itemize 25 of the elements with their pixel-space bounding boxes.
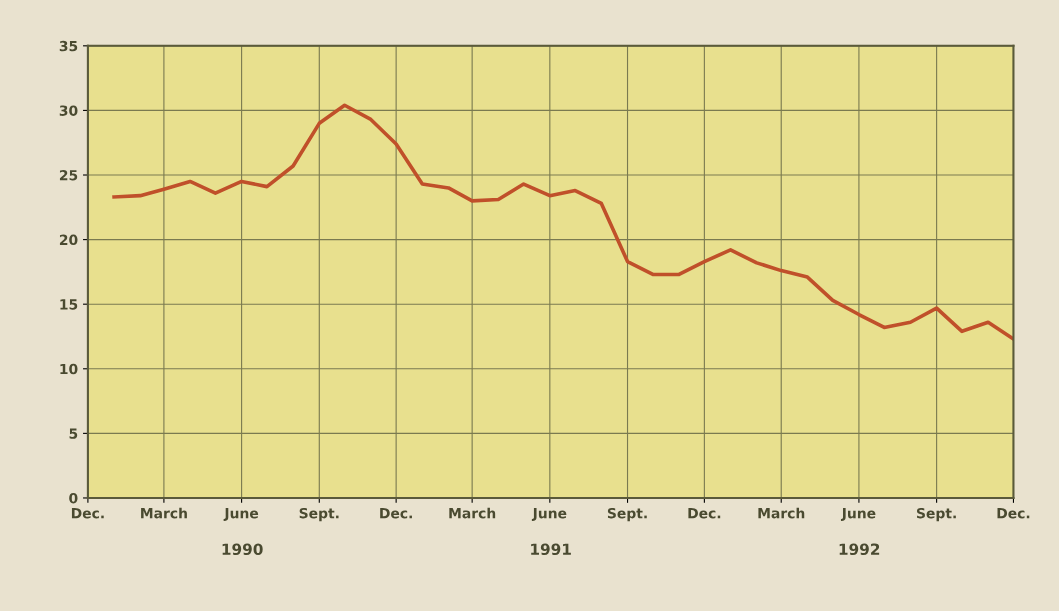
text: 1991	[531, 543, 571, 555]
text: 1992	[839, 543, 880, 555]
x-tick-label: June	[840, 508, 876, 522]
x-tick-label: Sept.	[299, 507, 339, 522]
x-tick-label: Dec.	[688, 508, 721, 519]
x-tick-label: March	[141, 507, 187, 519]
line-series	[112, 103, 1014, 341]
x-tick-label: June	[531, 508, 567, 522]
x-tick-label: Sept.	[916, 507, 956, 522]
y-tick-label: 5	[69, 428, 78, 439]
y-tick-label: 35	[59, 40, 78, 52]
y-tick-label: 20	[59, 234, 78, 246]
x-tick-label: March	[449, 507, 496, 519]
y-tick-label: 10	[60, 363, 78, 375]
y-tick-label: 0	[69, 492, 78, 504]
x-tick-label: March	[758, 507, 805, 519]
y-tick-label: 30	[59, 105, 78, 116]
text: 1990	[222, 543, 263, 555]
x-tick-label: Sept.	[607, 507, 647, 522]
y-tick-label: 15	[60, 299, 78, 310]
y-tick-label: 25	[59, 169, 78, 181]
x-tick-label: June	[223, 508, 259, 522]
x-tick-label: Dec.	[997, 508, 1030, 519]
x-tick-label: Dec.	[380, 508, 412, 519]
x-tick-label: Dec.	[71, 508, 104, 519]
